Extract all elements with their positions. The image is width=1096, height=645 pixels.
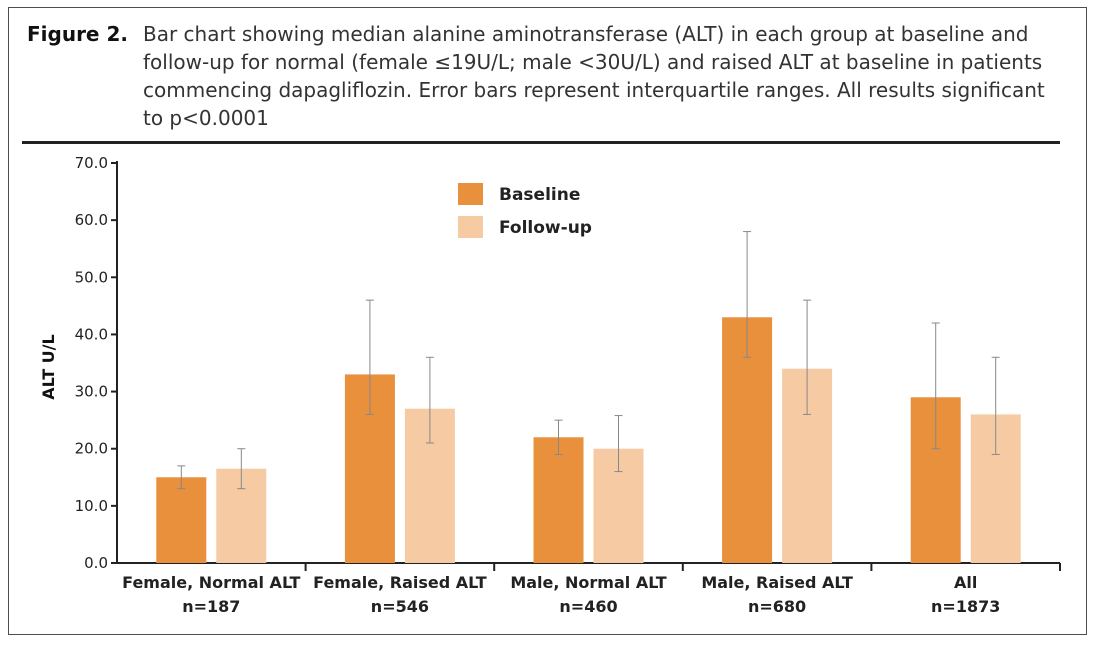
y-tick-label: 30.0 bbox=[75, 383, 108, 401]
category-n-label: n=680 bbox=[748, 597, 806, 616]
y-tick-label: 40.0 bbox=[75, 325, 108, 343]
y-tick-label: 20.0 bbox=[75, 440, 108, 458]
legend-swatch-baseline bbox=[458, 183, 483, 205]
figure-caption-text: Bar chart showing median alanine aminotr… bbox=[143, 22, 1045, 130]
category-n-label: n=546 bbox=[371, 597, 429, 616]
category-label: Female, Normal ALT bbox=[122, 573, 300, 592]
bar-baseline bbox=[156, 477, 207, 563]
bar-baseline bbox=[722, 317, 773, 563]
category-label: All bbox=[954, 573, 977, 592]
y-tick-label: 60.0 bbox=[75, 211, 108, 229]
y-tick-label: 10.0 bbox=[75, 497, 108, 515]
category-label: Female, Raised ALT bbox=[313, 573, 487, 592]
category-n-label: n=1873 bbox=[931, 597, 1000, 616]
figure-frame bbox=[8, 7, 1087, 635]
y-tick-label: 70.0 bbox=[75, 154, 108, 172]
category-label: Male, Raised ALT bbox=[701, 573, 853, 592]
category-n-label: n=187 bbox=[182, 597, 240, 616]
y-tick-label: 50.0 bbox=[75, 268, 108, 286]
category-label: Male, Normal ALT bbox=[510, 573, 666, 592]
caption-divider bbox=[22, 141, 1060, 144]
y-tick-label: 0.0 bbox=[84, 554, 108, 572]
category-n-label: n=460 bbox=[559, 597, 617, 616]
legend-label-baseline: Baseline bbox=[499, 185, 580, 205]
y-axis-title: ALT U/L bbox=[39, 334, 58, 399]
legend-label-follow-up: Follow-up bbox=[499, 218, 592, 238]
bar-baseline bbox=[533, 437, 584, 563]
figure-label: Figure 2. bbox=[27, 22, 128, 46]
legend-swatch-follow-up bbox=[458, 216, 483, 238]
